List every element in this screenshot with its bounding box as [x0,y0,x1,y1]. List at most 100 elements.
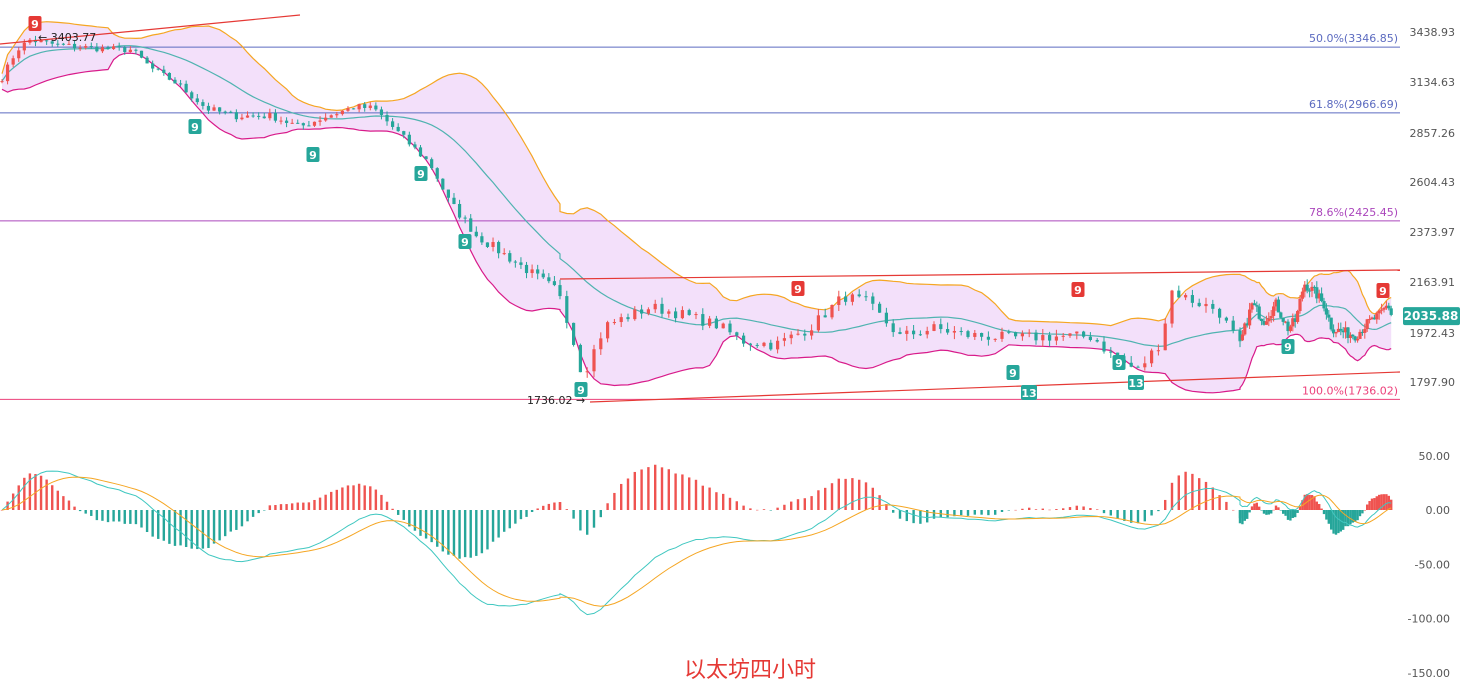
candle-body [993,338,997,340]
candle-body [178,83,183,85]
candle-body [301,123,305,126]
candle-body [117,46,121,48]
candle-body [407,134,411,145]
candle-body [1308,290,1312,292]
candle-body [694,314,698,316]
td-count-box [188,119,202,134]
candle-body [1344,327,1348,333]
macd-histogram-bar [1313,496,1316,510]
macd-histogram-bar [441,510,445,552]
candle-body [201,102,205,106]
macd-histogram-bar [1007,510,1010,511]
td-count-text: 9 [309,149,317,162]
candle-body [1281,317,1285,322]
macd-histogram-bar [1334,510,1338,535]
macd-histogram-bar [207,510,210,549]
macd-histogram-bar [1289,510,1292,521]
candle-body [633,309,637,320]
td-count-box [458,234,472,249]
macd-histogram-bar [190,510,193,549]
candle-body [1293,318,1297,322]
macd-histogram-bar [1342,510,1345,530]
macd-histogram-bar [458,510,461,559]
candle-body [1068,333,1072,336]
macd-histogram-bar [844,478,847,510]
macd-histogram-bar [151,510,154,537]
current-price-tag [1403,307,1460,326]
td-count-badge: 9 [306,147,320,162]
macd-histogram-bar [419,510,422,536]
td-count-text: 9 [191,121,199,134]
candle-body [1224,317,1228,321]
macd-histogram-bar [1361,510,1364,514]
td-count-box [1128,375,1144,390]
macd-histogram-bar [572,510,575,519]
macd-histogram-bar [1157,510,1160,512]
candle-body [296,122,300,124]
td-count-box [414,166,428,181]
macd-histogram-bar [307,502,311,510]
candle-body [837,296,841,306]
macd-histogram-bar [519,510,523,520]
candle-body [789,334,793,339]
macd-histogram-bar [1232,509,1235,511]
candle-body [1248,309,1252,326]
macd-histogram-bar [1356,510,1359,521]
candle-body [762,342,766,346]
candle-body [776,340,780,350]
macd-histogram-bar [95,510,99,521]
candle-body [1315,287,1319,299]
macd-histogram-bar [274,505,277,510]
candle-body [368,105,372,108]
macd-histogram-bar [268,505,272,510]
td-count-text: 13 [1128,377,1143,390]
candle-body [251,115,255,117]
macd-histogram-bar [1238,510,1242,524]
low-price-label: 1736.02 → [527,394,585,407]
candle-body [1231,320,1235,331]
td-count-text: 9 [1284,341,1292,354]
macd-panel [0,464,1393,616]
candle-body [1286,321,1290,332]
candle-body [1358,331,1362,339]
candle-body [402,131,406,135]
macd-histogram-bar [11,493,15,510]
macd-histogram-bar [101,510,104,521]
macd-histogram-bar [926,510,929,523]
macd-histogram-bar [1318,504,1321,510]
macd-histogram-bar [542,505,545,510]
macd-histogram-bar [1184,471,1187,510]
macd-histogram-bar [530,510,534,513]
candle-body [796,333,800,335]
macd-histogram-bar [212,510,216,544]
macd-histogram-bar [912,510,915,524]
macd-histogram-bar [1089,508,1092,510]
macd-histogram-bar [497,510,500,538]
macd-histogram-bar [302,502,305,510]
td-count-text: 9 [417,168,425,181]
td-count-box [1006,365,1020,380]
candle-body [1334,332,1338,334]
td-count-text: 9 [461,236,469,249]
macd-histogram-bar [1262,510,1266,514]
candle-body [1109,351,1113,353]
candle-body [89,46,93,48]
macd-histogram-bar [1253,503,1256,510]
macd-histogram-bar [140,510,143,528]
candle-body [1150,350,1154,364]
td-count-badge: 9 [1006,365,1020,380]
macd-histogram-bar [1325,510,1328,520]
macd-histogram-bar [722,493,725,510]
macd-histogram-bar [491,510,495,542]
candle-body [640,309,644,314]
candle-body [986,336,990,340]
macd-histogram-bar [196,510,199,550]
candle-body [1260,318,1264,322]
macd-histogram-bar [67,500,71,510]
macd-histogram-bar [408,510,411,527]
channel-lower-line [589,371,1401,403]
macd-histogram-bar [1337,510,1340,534]
candle-body [1365,319,1369,330]
candle-body [1257,306,1261,319]
macd-histogram-bar [129,510,132,524]
